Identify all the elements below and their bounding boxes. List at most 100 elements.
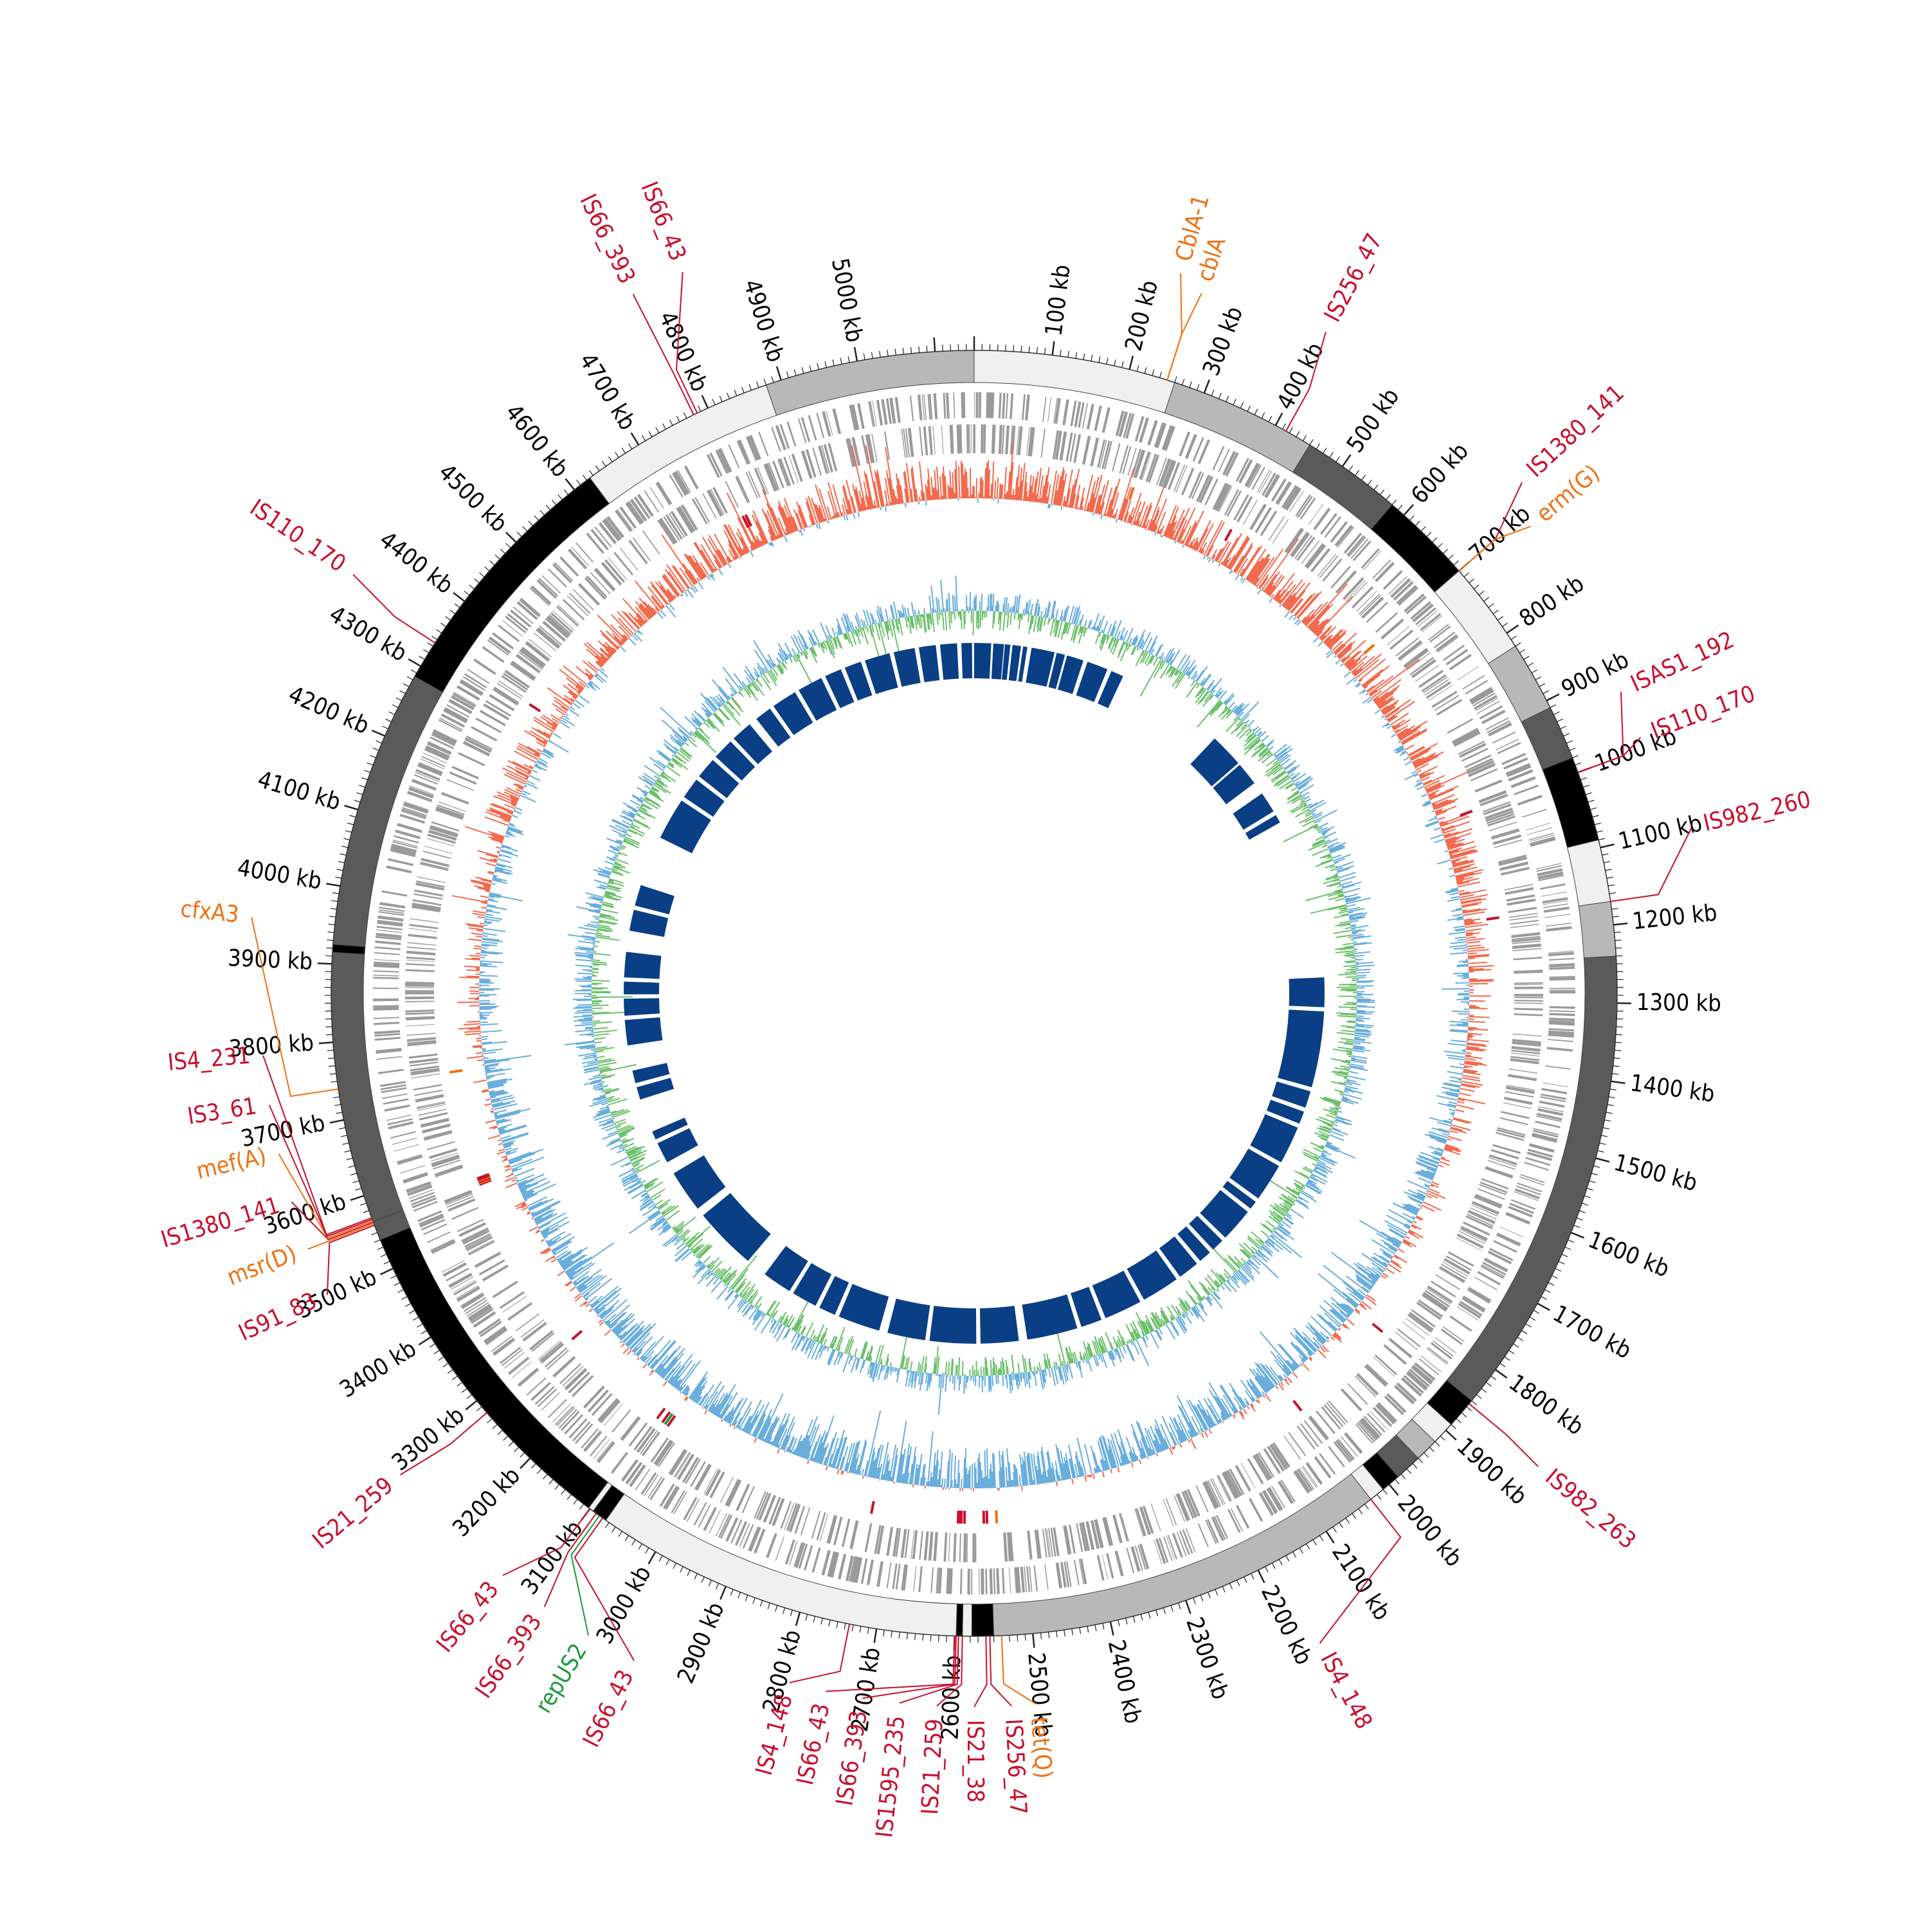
cds-feature [435,1166,463,1177]
cds-feature [1283,1436,1301,1460]
cds-feature [1114,1551,1123,1576]
minor-tick [411,670,417,673]
minor-tick [403,683,409,687]
minor-tick [605,1522,609,1528]
cds-feature [441,792,469,804]
minor-tick [336,1112,342,1114]
cds-feature [1082,436,1091,465]
cds-feature [523,1322,546,1340]
minor-tick [531,1463,536,1468]
minor-tick [687,1570,690,1576]
cds-feature [649,1477,665,1500]
minor-tick [534,516,539,520]
minor-tick [409,1310,415,1314]
minor-tick [1602,854,1609,855]
cds-feature [1450,1315,1472,1332]
minor-tick [1398,505,1402,510]
cds-feature [423,1223,447,1235]
cds-feature [482,646,505,663]
cds-feature [1212,446,1224,470]
cds-feature [1514,997,1543,998]
minor-tick [396,698,402,701]
cds-feature [373,975,399,977]
minor-tick [1145,367,1146,374]
minor-tick [1395,1479,1400,1485]
minor-tick [833,359,834,366]
cds-feature [504,1352,525,1369]
cds-feature [406,957,435,961]
cds-feature [640,1431,658,1454]
minor-tick [694,1573,697,1579]
major-tick [720,1586,725,1599]
minor-tick [1557,719,1562,721]
cds-feature [388,1121,413,1130]
major-tick [1404,505,1413,515]
tick-label: 3200 kb [448,1463,525,1542]
cds-feature [1112,1515,1121,1544]
minor-tick [1513,1344,1518,1347]
minor-tick [1472,1401,1477,1405]
major-tick [326,883,340,886]
cds-feature [565,1369,587,1391]
cds-feature [642,530,660,555]
minor-tick [1530,1317,1535,1321]
minor-tick [840,358,842,365]
minor-tick [386,719,392,721]
cds-feature [516,1314,539,1332]
cds-feature [408,1053,437,1058]
conserved-block [629,910,668,937]
cds-feature [1042,397,1046,422]
minor-tick [1604,862,1610,863]
major-tick [702,395,708,408]
minor-tick [1469,579,1474,582]
minor-tick [475,579,480,582]
cds-feature [966,424,969,453]
minor-tick [329,916,336,917]
minor-tick [583,475,586,480]
gc-content-track [564,576,1375,1415]
feature-label-is: IS1595_235 [871,1715,910,1839]
cds-feature [383,1098,409,1105]
cds-feature [786,422,796,447]
cds-feature [979,392,981,418]
minor-tick [1401,1474,1406,1479]
cds-feature [932,426,935,455]
minor-tick [720,396,722,402]
cds-feature [1514,1013,1543,1016]
minor-tick [602,461,606,466]
cds-feature [1198,1523,1209,1548]
minor-tick [1122,361,1123,368]
minor-tick [339,1128,345,1129]
tick-label: 1800 kb [1504,1369,1588,1441]
minor-tick [334,1105,341,1106]
tick-label: 1200 kb [1631,899,1719,935]
minor-tick [612,1527,616,1532]
minor-tick [887,350,888,356]
major-tick [1446,1431,1456,1440]
minor-tick [384,1261,390,1264]
conserved-block [894,648,921,687]
cds-feature [406,1033,435,1036]
minor-tick [1352,1513,1356,1519]
minor-tick [421,1330,427,1333]
cds-feature [983,424,986,453]
feature-leader [974,1636,987,1707]
cds-feature [1549,1013,1575,1016]
cds-feature [692,498,708,525]
cds-feature [1550,1006,1575,1009]
feature-leader [308,1223,374,1249]
cds-feature [1517,795,1543,806]
minor-tick [370,755,376,758]
cds-feature [1438,636,1459,653]
tick-label: 1300 kb [1636,989,1722,1017]
minor-tick [399,691,405,694]
feature-marker [871,1501,874,1514]
cds-feature [1040,429,1045,458]
cds-feature [876,1561,883,1587]
cds-feature [1431,1281,1456,1297]
minor-tick [1041,1633,1042,1639]
minor-tick [1603,1128,1609,1129]
cds-feature [493,1338,514,1355]
minor-tick [1215,1589,1218,1595]
minor-tick [469,585,475,589]
